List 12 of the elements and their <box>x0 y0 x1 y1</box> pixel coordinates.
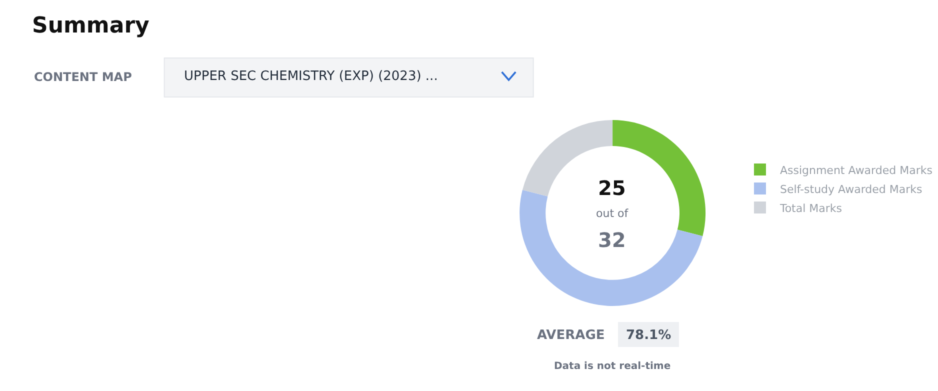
text: Data is not real-time <box>554 361 671 372</box>
text: out of <box>596 207 630 220</box>
text: UPPER SEC CHEMISTRY (EXP) (2023) ... <box>184 69 438 84</box>
text: Summary <box>32 14 150 39</box>
legend-label: Assignment Awarded Marks <box>780 164 933 177</box>
legend-label: Self-study Awarded Marks <box>780 182 923 196</box>
text: 32 <box>598 228 626 252</box>
text: 78.1% <box>626 328 672 343</box>
text: AVERAGE <box>537 328 605 343</box>
legend-label: Total Marks <box>778 202 842 215</box>
text: 25 <box>598 176 626 200</box>
text: CONTENT MAP <box>34 70 132 84</box>
